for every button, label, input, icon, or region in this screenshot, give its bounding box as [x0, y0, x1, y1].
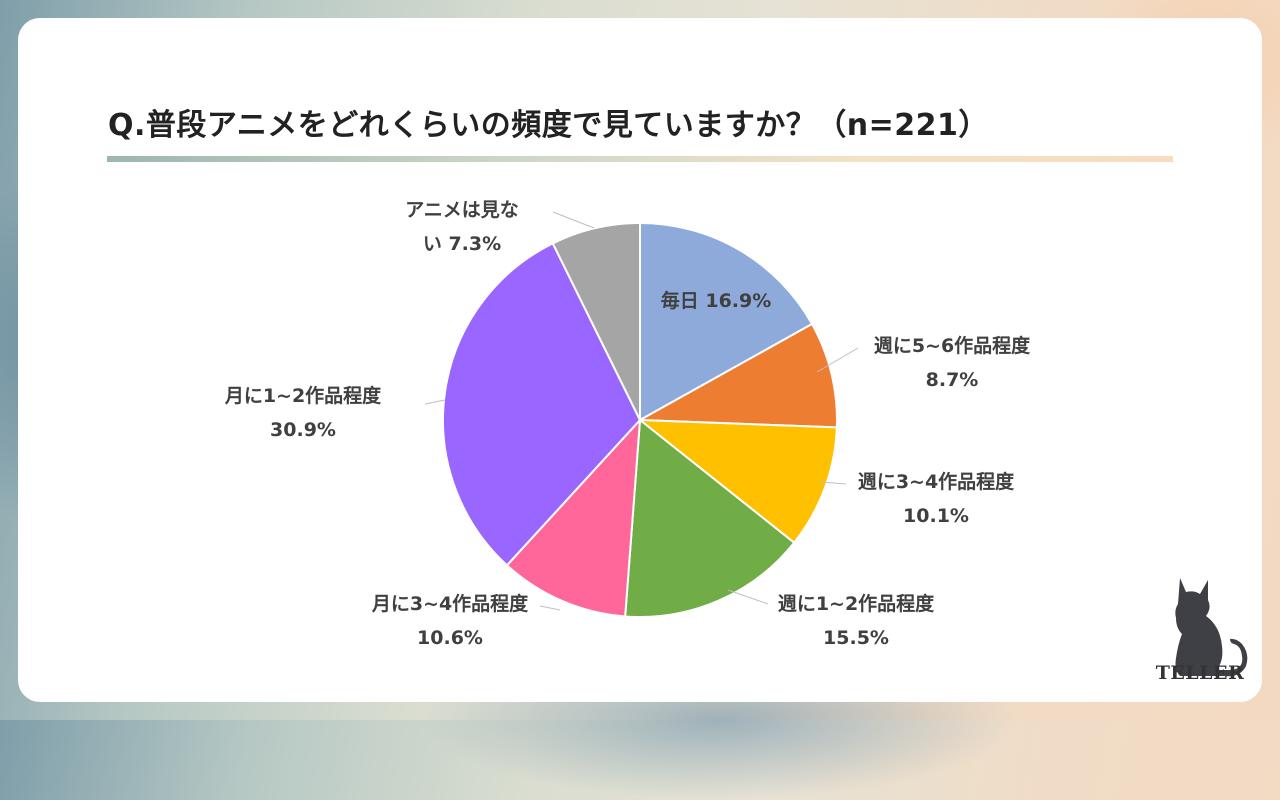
data-label: 月に3~4作品程度 — [371, 592, 529, 615]
leader-line — [819, 481, 847, 485]
pie-slice — [551, 221, 641, 421]
pie-slice — [624, 418, 796, 618]
teller-logo-text: TELLER — [1155, 662, 1245, 684]
data-label: 月に1~2作品程度 — [224, 384, 382, 407]
leader-line — [727, 589, 769, 605]
title-underline — [107, 156, 1173, 162]
pie-slice — [636, 418, 838, 545]
data-label: 30.9% — [270, 419, 336, 441]
pie-chart: 毎日 16.9% 週に5~6作品程度 8.7% 週に3~4作品程度 10.1% 週に1~2… — [224, 199, 1031, 649]
leader-line — [424, 399, 446, 405]
data-label: 10.6% — [417, 627, 483, 649]
pie-slice — [442, 242, 642, 567]
leader-line — [816, 347, 859, 373]
cat-silhouette-icon — [1175, 578, 1248, 677]
data-label: 10.1% — [903, 505, 969, 527]
pie-slice — [639, 221, 814, 422]
leader-line — [539, 605, 561, 611]
chart-title: Q.普段アニメをどれくらいの頻度で見ていますか？（n=221） — [108, 108, 989, 143]
data-label: 週に3~4作品程度 — [858, 470, 1015, 493]
data-label: 15.5% — [823, 627, 889, 649]
data-label: 週に5~6作品程度 — [874, 334, 1031, 357]
data-label: 毎日 16.9% — [661, 289, 772, 312]
pie-slice — [505, 417, 642, 618]
data-label: い 7.3% — [423, 233, 501, 255]
data-label: 8.7% — [926, 369, 979, 391]
data-label: アニメは見な — [405, 199, 519, 221]
pie-slice — [636, 322, 838, 429]
data-label: 週に1~2作品程度 — [778, 592, 935, 615]
leader-line — [552, 211, 595, 229]
